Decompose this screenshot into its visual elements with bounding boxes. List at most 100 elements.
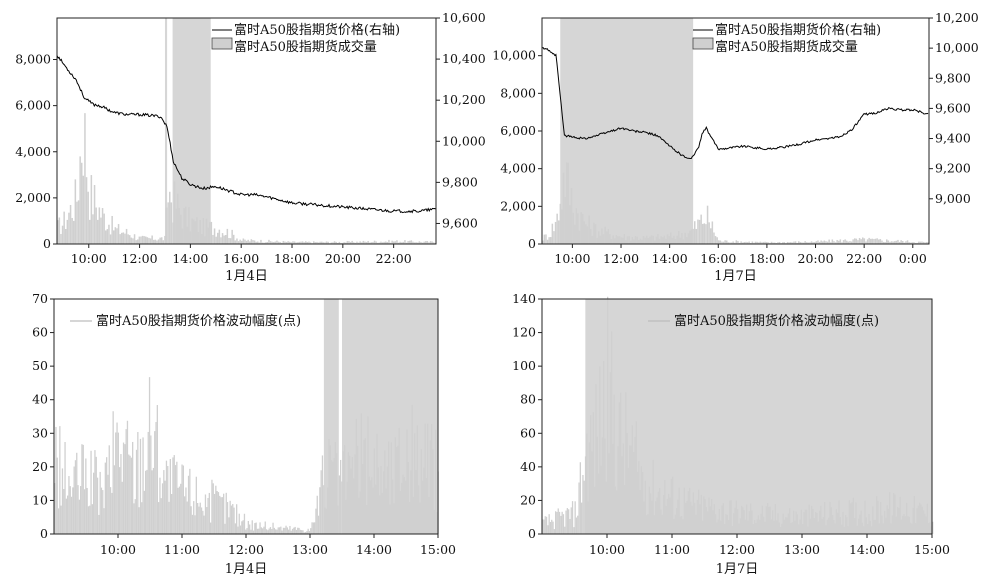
amplitude-bar <box>199 502 201 534</box>
volume-bar <box>769 242 771 244</box>
amplitude-bar <box>360 413 363 534</box>
amplitude-bar <box>393 503 395 534</box>
volume-bar <box>665 238 667 244</box>
volume-bar <box>252 240 254 244</box>
volume-bar <box>189 231 192 244</box>
volume-bar <box>396 240 398 244</box>
volume-bar <box>852 239 854 244</box>
amplitude-bar <box>69 486 71 534</box>
volume-bar <box>365 242 368 244</box>
volume-bar <box>556 213 558 244</box>
volume-bar <box>129 235 131 244</box>
amplitude-bar <box>900 519 903 534</box>
amplitude-bar <box>411 404 413 534</box>
amplitude-bar <box>830 507 832 534</box>
amplitude-bar <box>629 445 631 534</box>
volume-bar <box>162 240 165 244</box>
volume-bar <box>655 236 658 244</box>
x-tick-label: 22:00 <box>376 251 412 266</box>
volume-bar <box>258 242 261 244</box>
y-tick-label: 60 <box>32 325 48 340</box>
volume-bar <box>614 238 616 244</box>
amplitude-bar <box>902 515 904 534</box>
amplitude-bar <box>837 512 839 534</box>
amplitude-bar <box>881 515 883 534</box>
chart-panel-3 <box>50 298 439 538</box>
volume-bar <box>735 240 738 244</box>
amplitude-bar <box>865 517 867 534</box>
amplitude-bar <box>286 527 288 534</box>
volume-bar <box>690 229 693 244</box>
amplitude-bar <box>182 465 184 534</box>
volume-bar <box>625 240 627 244</box>
amplitude-bar <box>304 532 307 534</box>
volume-bar <box>548 237 550 244</box>
amplitude-bar <box>198 506 200 534</box>
amplitude-bar <box>356 445 359 534</box>
amplitude-bar <box>299 529 301 534</box>
amplitude-bar <box>436 511 438 534</box>
volume-bar <box>412 241 414 244</box>
volume-bar <box>178 207 181 244</box>
volume-bar <box>711 221 714 244</box>
amplitude-bar <box>763 516 765 534</box>
amplitude-bar <box>730 500 732 534</box>
amplitude-bar <box>76 452 78 534</box>
x-tick-label: 10:00 <box>71 251 107 266</box>
volume-bar <box>229 238 232 244</box>
amplitude-bar <box>740 505 743 534</box>
amplitude-bar <box>686 500 688 534</box>
volume-bar <box>598 231 600 244</box>
amplitude-bar <box>259 522 261 534</box>
volume-bar <box>727 242 730 244</box>
volume-bar <box>239 239 241 244</box>
amplitude-bar <box>792 510 795 534</box>
x-tick-label: 10:00 <box>554 251 590 266</box>
amplitude-bar <box>772 510 774 534</box>
volume-bar <box>634 236 637 244</box>
amplitude-bar <box>291 528 294 534</box>
volume-bar <box>569 205 571 244</box>
amplitude-bar <box>226 502 229 534</box>
amplitude-bar <box>145 470 147 534</box>
volume-bar <box>833 241 835 244</box>
volume-bar <box>642 235 645 244</box>
amplitude-bar <box>568 509 570 534</box>
amplitude-bar <box>67 495 69 534</box>
amplitude-bar <box>787 513 789 534</box>
amplitude-bar <box>687 491 689 534</box>
amplitude-bar <box>138 507 140 534</box>
amplitude-bar <box>415 469 417 534</box>
volume-bar <box>269 241 272 244</box>
amplitude-bar <box>860 510 862 534</box>
amplitude-bar <box>65 498 67 534</box>
y-tick-label: 10 <box>32 492 48 507</box>
amplitude-bar <box>725 514 727 534</box>
amplitude-bar <box>861 522 864 534</box>
amplitude-bar <box>622 443 624 534</box>
amplitude-bar <box>239 525 242 534</box>
amplitude-bar <box>822 516 825 534</box>
amplitude-bar <box>237 526 239 534</box>
volume-bar <box>77 200 80 244</box>
amplitude-bar <box>841 524 843 534</box>
volume-bar <box>393 241 395 244</box>
amplitude-bar <box>320 470 322 534</box>
amplitude-bar <box>889 492 891 534</box>
volume-bar <box>879 239 882 244</box>
amplitude-bar <box>877 500 879 534</box>
amplitude-bar <box>70 496 73 534</box>
amplitude-bar <box>565 510 567 534</box>
volume-bar <box>66 219 69 244</box>
volume-bar <box>764 241 766 244</box>
amplitude-bar <box>135 449 138 534</box>
volume-bar <box>860 239 862 244</box>
volume-bar <box>333 241 336 244</box>
volume-bar <box>202 217 205 244</box>
volume-bar <box>279 242 281 244</box>
volume-bar <box>369 242 371 244</box>
amplitude-bar <box>791 522 793 534</box>
amplitude-bar <box>359 491 361 534</box>
amplitude-bar <box>337 505 339 534</box>
volume-bar <box>217 232 219 244</box>
